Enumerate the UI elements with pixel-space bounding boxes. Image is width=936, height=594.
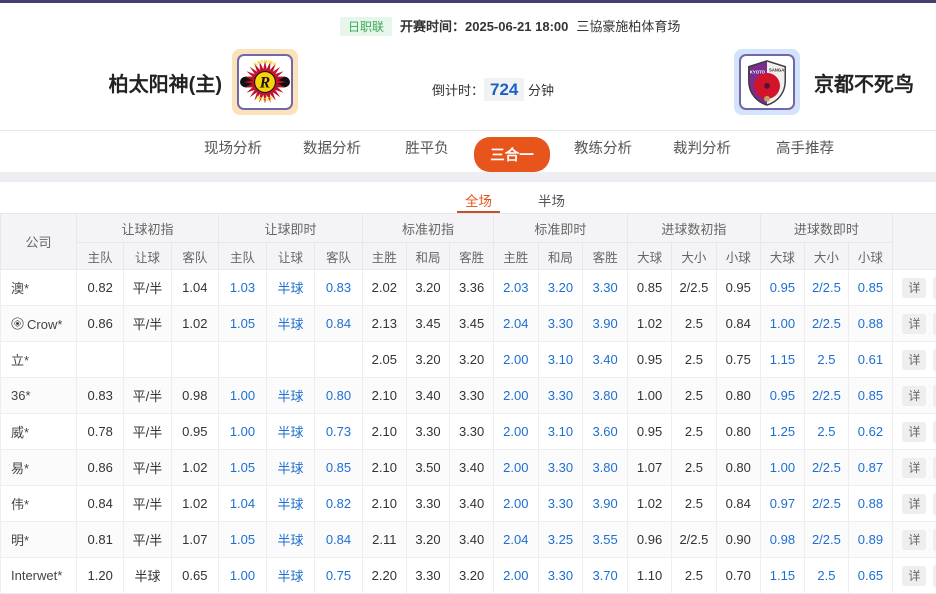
svg-text:R: R xyxy=(259,75,270,92)
svg-text:SANGA: SANGA xyxy=(769,67,785,72)
